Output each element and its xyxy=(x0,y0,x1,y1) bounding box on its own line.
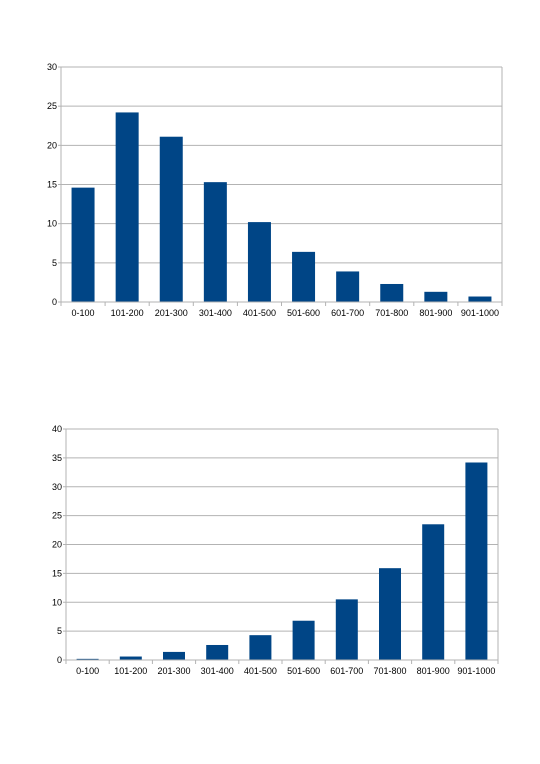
x-tick-label: 101-200 xyxy=(114,666,147,676)
x-tick-label: 101-200 xyxy=(111,308,144,318)
y-tick-label: 5 xyxy=(52,258,57,268)
x-tick-label: 401-500 xyxy=(243,308,276,318)
y-tick-label: 25 xyxy=(47,101,57,111)
bar-401-500 xyxy=(247,222,271,302)
x-tick-label: 601-700 xyxy=(331,308,364,318)
y-tick-label: 10 xyxy=(52,597,62,607)
bar-201-300 xyxy=(163,651,185,660)
bar-201-300 xyxy=(159,136,183,302)
x-tick-label: 701-800 xyxy=(375,308,408,318)
bar-101-200 xyxy=(119,656,142,660)
bar-601-700 xyxy=(336,271,360,302)
bar-801-900 xyxy=(422,524,445,660)
y-tick-label: 10 xyxy=(47,219,57,229)
bar-701-800 xyxy=(379,568,401,660)
x-tick-label: 0-100 xyxy=(72,308,95,318)
bar-chart-top: 0 5 10 15 20 25 30 0-100 101-200 201-300 301-400 40… xyxy=(47,62,503,318)
y-tick-label: 15 xyxy=(47,180,57,190)
bar-501-600 xyxy=(292,620,315,660)
y-tick-label: 0 xyxy=(52,297,57,307)
bar-301-400 xyxy=(206,644,229,660)
x-tick-label: 701-800 xyxy=(373,666,406,676)
bar-chart-bottom: 0 5 10 15 20 25 30 35 40 0-100 101-200 201-300 301-4… xyxy=(52,424,499,676)
y-tick-label: 30 xyxy=(47,62,57,72)
bar-0-100 xyxy=(71,187,95,302)
x-tick-label: 301-400 xyxy=(201,666,234,676)
x-tick-label: 901-1000 xyxy=(457,666,495,676)
y-tick-label: 30 xyxy=(52,482,62,492)
bar-701-800 xyxy=(380,283,404,302)
x-tick-label: 201-300 xyxy=(155,308,188,318)
x-tick-label: 501-600 xyxy=(287,666,320,676)
y-tick-label: 35 xyxy=(52,453,62,463)
x-tick-label: 801-900 xyxy=(417,666,450,676)
x-tick-label: 0-100 xyxy=(76,666,99,676)
bar-901-1000 xyxy=(465,462,488,660)
x-tick-label: 301-400 xyxy=(199,308,232,318)
y-tick-label: 20 xyxy=(52,540,62,550)
y-tick-label: 20 xyxy=(47,140,57,150)
y-tick-label: 40 xyxy=(52,424,62,434)
bar-501-600 xyxy=(292,251,316,302)
bar-301-400 xyxy=(203,182,227,302)
y-tick-label: 15 xyxy=(52,568,62,578)
x-tick-label: 501-600 xyxy=(287,308,320,318)
x-tick-label: 901-1000 xyxy=(461,308,499,318)
y-tick-label: 5 xyxy=(57,626,62,636)
bar-101-200 xyxy=(115,112,139,302)
bar-0-100 xyxy=(76,658,99,660)
x-tick-label: 801-900 xyxy=(419,308,452,318)
bar-901-1000 xyxy=(468,296,492,302)
x-tick-label: 401-500 xyxy=(244,666,277,676)
y-tick-label: 25 xyxy=(52,511,62,521)
x-tick-label: 201-300 xyxy=(157,666,190,676)
bar-801-900 xyxy=(424,291,448,302)
y-tick-label: 0 xyxy=(57,655,62,665)
x-tick-label: 601-700 xyxy=(330,666,363,676)
bar-401-500 xyxy=(249,635,272,660)
bar-601-700 xyxy=(335,599,358,660)
